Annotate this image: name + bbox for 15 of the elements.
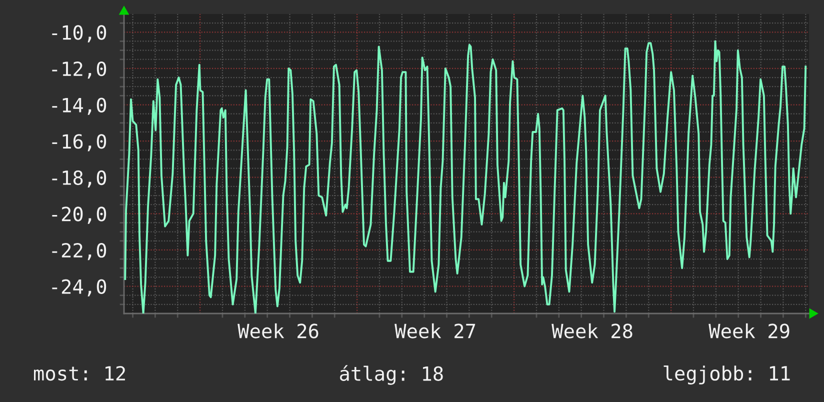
text: legjobb: 11: [664, 365, 790, 385]
y-tick-label: -10,0: [52, 25, 106, 42]
y-tick-label: -22,0: [52, 242, 106, 260]
x-tick-label: Week 28: [552, 323, 632, 338]
y-tick-label: -16,0: [52, 134, 106, 152]
text: most: 12: [34, 366, 125, 381]
y-tick-label: -18,0: [52, 170, 106, 188]
y-tick-label: -14,0: [52, 98, 106, 115]
x-tick-label: Week 29: [708, 323, 790, 338]
y-tick-label: -12,0: [52, 61, 106, 79]
text: átlag: 18: [340, 365, 443, 385]
y-tick-label: -24,0: [52, 279, 106, 296]
y-tick-label: -20,0: [52, 206, 106, 224]
x-tick-label: Week 27: [394, 323, 476, 338]
x-tick-label: Week 26: [238, 323, 318, 338]
